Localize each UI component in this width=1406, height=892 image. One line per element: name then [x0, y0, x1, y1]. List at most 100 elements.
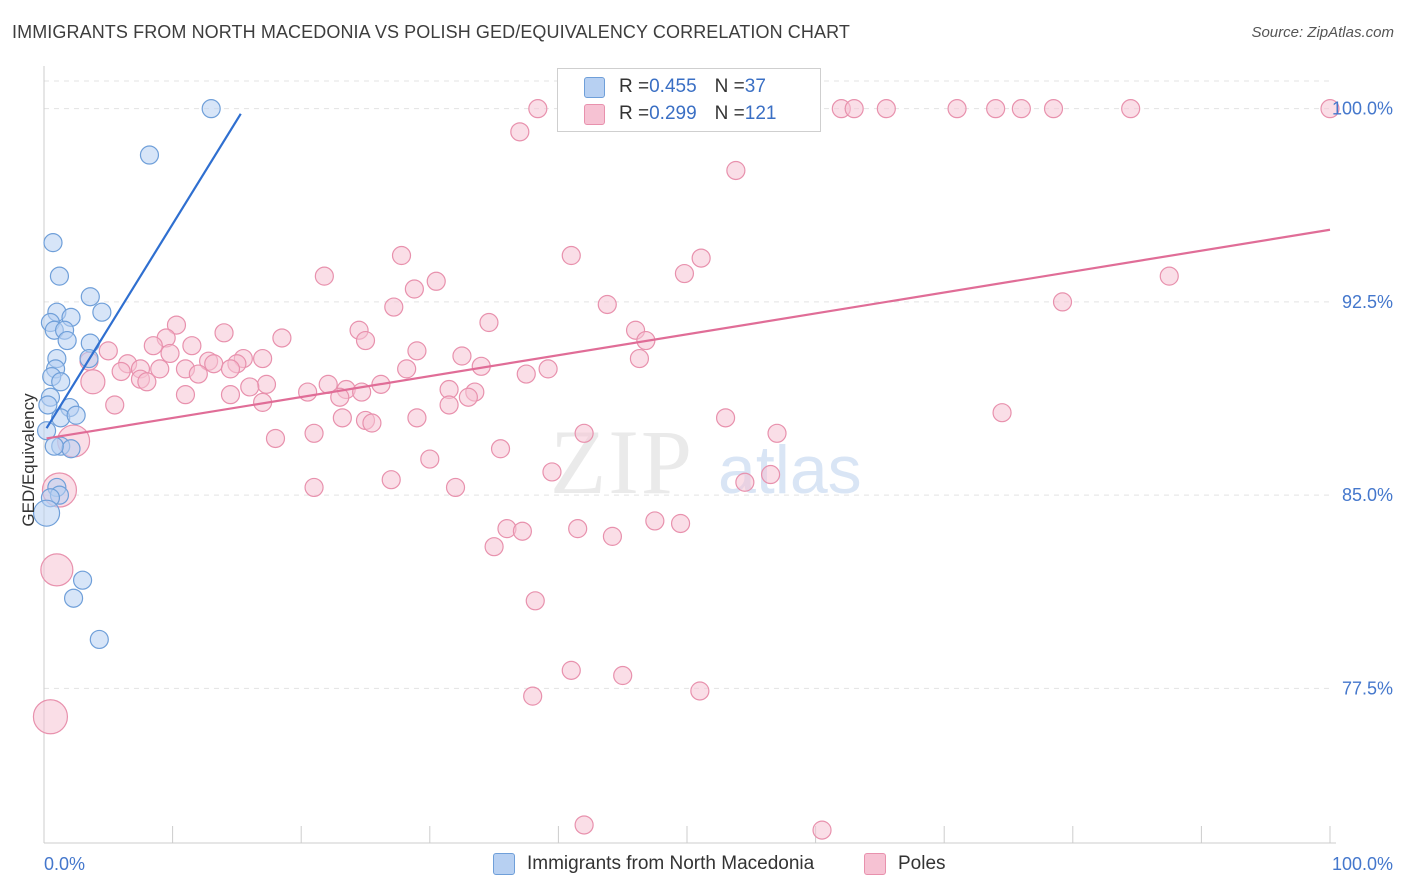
pts-blue-point-17: [51, 372, 71, 392]
y-tick-label-0: 77.5%: [1342, 678, 1393, 698]
pts-pink-point-110: [690, 681, 710, 701]
pts-pink-point-52: [150, 359, 170, 379]
pts-pink-point-92: [542, 462, 562, 482]
pts-pink-point-113: [574, 815, 594, 835]
pts-pink-point-11: [1121, 99, 1141, 119]
pts-blue-point-4: [80, 287, 100, 307]
pts-pink-point-75: [458, 387, 478, 407]
pts-pink-point-107: [525, 591, 545, 611]
pts-pink-point-104: [602, 526, 623, 546]
pts-pink-point-73: [220, 385, 241, 405]
pts-pink-point-87: [767, 423, 787, 443]
macedonia-points: [32, 99, 221, 650]
x-tick-label-1: 100.0%: [1332, 854, 1393, 874]
trend-lines: [45, 113, 1331, 440]
y-tick-label-1: 85.0%: [1342, 485, 1393, 505]
pts-pink-point-103: [568, 519, 588, 539]
pts-blue-point-32: [63, 588, 84, 608]
pts-blue-point-22: [66, 405, 86, 425]
pts-pink-point-54: [220, 359, 241, 379]
pts-pink-point-61: [137, 372, 157, 392]
poles-trend-line: [46, 228, 1331, 440]
legend-item-poles[interactable]: Poles: [864, 852, 946, 876]
pts-pink-point-59: [516, 364, 536, 384]
pts-pink-point-24: [597, 294, 617, 315]
pts-pink-point-37: [182, 336, 202, 356]
pts-pink-point-6: [876, 99, 896, 119]
y-tick-label-3: 100.0%: [1332, 99, 1393, 119]
pts-pink-point-63: [256, 374, 277, 394]
pts-pink-point-62: [80, 369, 106, 395]
pts-pink-point-31: [214, 323, 234, 343]
pts-pink-point-85: [574, 423, 594, 443]
pts-pink-point-56: [538, 359, 558, 379]
pts-blue-point-23: [36, 421, 57, 441]
x-tick-label-0: 0.0%: [44, 854, 85, 874]
legend: Immigrants from North Macedonia Poles: [0, 848, 1406, 880]
pts-pink-point-26: [384, 297, 404, 317]
legend-swatch-poles: [864, 853, 886, 875]
pts-pink-point-94: [735, 472, 755, 492]
y-axis-label: GED/Equivalency: [19, 393, 38, 527]
pts-blue-point-31: [72, 570, 93, 590]
pts-blue-point-26: [44, 436, 64, 456]
stats-n-label: N =: [714, 103, 745, 124]
pts-pink-point-7: [947, 99, 967, 119]
y-tick-labels: 77.5% 85.0% 92.5% 100.0%: [1332, 99, 1393, 699]
stats-r-value-pink: 0.299: [649, 103, 697, 124]
pts-pink-point-42: [629, 348, 650, 369]
stats-n-value-blue: 37: [744, 76, 766, 97]
legend-item-macedonia[interactable]: Immigrants from North Macedonia: [493, 852, 814, 876]
legend-swatch-macedonia: [493, 853, 515, 875]
pts-pink-point-105: [484, 537, 504, 557]
pts-pink-point-106: [40, 553, 74, 587]
stats-n-label: N =: [714, 76, 745, 97]
chart-title: IMMIGRANTS FROM NORTH MACEDONIA VS POLIS…: [12, 22, 850, 42]
pts-blue-point-0: [201, 99, 221, 119]
pts-pink-point-38: [407, 341, 427, 361]
pts-pink-point-114: [812, 820, 832, 840]
pts-pink-point-84: [362, 413, 382, 433]
pts-pink-point-79: [992, 403, 1012, 423]
pts-pink-point-82: [715, 408, 736, 428]
stats-r-label: R =: [619, 76, 650, 97]
pts-pink-point-100: [670, 513, 691, 534]
stats-n-value-pink: 121: [744, 103, 777, 124]
watermark-atlas: atlas: [718, 432, 862, 508]
watermark-zip: ZIP: [550, 411, 694, 513]
pts-pink-point-97: [445, 477, 466, 498]
pts-pink-point-17: [561, 245, 581, 266]
pts-blue-point-19: [38, 395, 58, 415]
pts-pink-point-78: [439, 395, 459, 415]
pts-pink-point-93: [760, 464, 781, 485]
stats-r-label: R =: [619, 103, 650, 124]
poles-points: [32, 99, 1340, 840]
pts-pink-point-58: [188, 364, 208, 384]
stats-swatch-blue: [584, 76, 605, 98]
x-tick-labels: 0.0% 100.0%: [44, 854, 1393, 874]
pts-blue-point-1: [139, 145, 160, 165]
pts-pink-point-74: [330, 387, 350, 407]
pts-blue-point-30: [32, 499, 61, 527]
pts-pink-point-40: [160, 343, 180, 364]
pts-pink-point-22: [426, 271, 446, 291]
pts-pink-point-66: [240, 377, 260, 397]
pts-pink-point-69: [298, 382, 318, 402]
pts-pink-point-12: [1320, 99, 1340, 119]
pts-pink-point-16: [391, 245, 412, 266]
pts-pink-point-28: [166, 315, 187, 335]
legend-label-macedonia: Immigrants from North Macedonia: [527, 853, 815, 874]
pts-blue-point-3: [49, 266, 70, 286]
pts-pink-point-112: [32, 699, 69, 735]
pts-pink-point-39: [98, 341, 118, 361]
pts-pink-point-9: [1011, 99, 1031, 119]
pts-pink-point-0: [528, 99, 548, 119]
pts-blue-point-7: [92, 302, 112, 322]
stats-r-value-blue: 0.455: [649, 76, 697, 97]
pts-pink-point-102: [512, 521, 532, 541]
pts-pink-point-72: [175, 385, 196, 405]
y-tick-label-2: 92.5%: [1342, 292, 1393, 312]
pts-pink-point-21: [314, 266, 334, 286]
pts-pink-point-23: [404, 279, 424, 299]
pts-pink-point-8: [986, 99, 1006, 119]
